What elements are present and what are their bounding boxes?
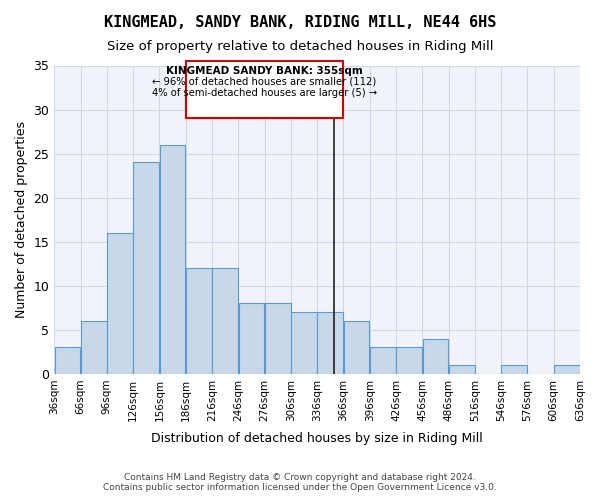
Text: KINGMEAD SANDY BANK: 355sqm: KINGMEAD SANDY BANK: 355sqm <box>166 66 363 76</box>
Bar <box>212 268 238 374</box>
Bar <box>370 348 396 374</box>
Bar <box>502 365 527 374</box>
Bar <box>265 304 290 374</box>
Bar <box>396 348 422 374</box>
X-axis label: Distribution of detached houses by size in Riding Mill: Distribution of detached houses by size … <box>151 432 483 445</box>
Text: 4% of semi-detached houses are larger (5) →: 4% of semi-detached houses are larger (5… <box>152 88 377 99</box>
Bar <box>554 365 580 374</box>
Bar <box>291 312 317 374</box>
Bar <box>81 321 107 374</box>
Bar <box>133 162 159 374</box>
Text: KINGMEAD, SANDY BANK, RIDING MILL, NE44 6HS: KINGMEAD, SANDY BANK, RIDING MILL, NE44 … <box>104 15 496 30</box>
Bar <box>449 365 475 374</box>
Bar <box>422 338 448 374</box>
Bar <box>55 348 80 374</box>
Text: Contains HM Land Registry data © Crown copyright and database right 2024.
Contai: Contains HM Land Registry data © Crown c… <box>103 473 497 492</box>
Bar <box>317 312 343 374</box>
Bar <box>344 321 370 374</box>
Bar <box>160 145 185 374</box>
Text: Size of property relative to detached houses in Riding Mill: Size of property relative to detached ho… <box>107 40 493 53</box>
Bar <box>107 233 133 374</box>
FancyBboxPatch shape <box>186 61 343 118</box>
Y-axis label: Number of detached properties: Number of detached properties <box>15 121 28 318</box>
Bar <box>186 268 212 374</box>
Text: ← 96% of detached houses are smaller (112): ← 96% of detached houses are smaller (11… <box>152 77 377 87</box>
Bar <box>239 304 265 374</box>
